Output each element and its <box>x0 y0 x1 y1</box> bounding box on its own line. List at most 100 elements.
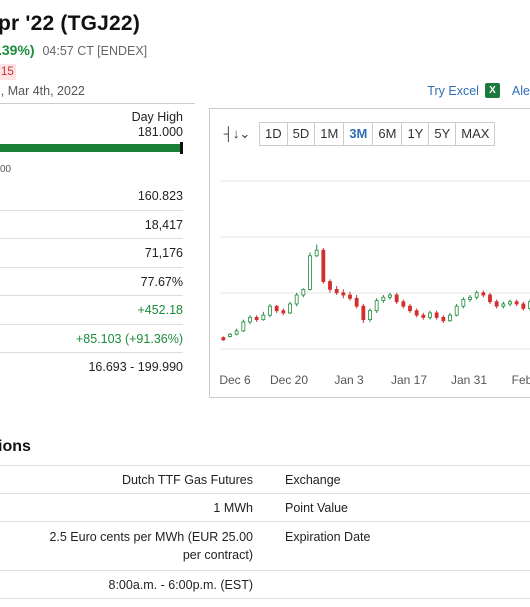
spec-divider <box>0 598 530 599</box>
chart-controls: ┤↓⌄ 1D 5D 1M 3M 6M 1Y 5Y MAX <box>220 122 496 146</box>
stats-list: 160.823 18,417 71,176 77.67% +452.18 +85… <box>0 182 183 382</box>
candle-body <box>388 294 392 298</box>
candle-body <box>288 303 292 314</box>
candle-body <box>321 249 326 282</box>
candle-body <box>274 305 279 312</box>
candle-body <box>234 330 239 335</box>
candle-body <box>408 305 412 312</box>
spec-value-contract: Dutch TTF Gas Futures <box>121 473 253 487</box>
excel-icon[interactable]: X <box>484 83 500 98</box>
candle-body <box>414 310 419 316</box>
alerts-link[interactable]: Ale <box>511 83 530 98</box>
candle-body <box>468 296 472 300</box>
candle-body <box>494 301 499 307</box>
tab-6m[interactable]: 6M <box>372 122 403 146</box>
candle-body <box>341 292 346 296</box>
status-badge: 15 <box>0 64 16 80</box>
candle-body <box>361 305 366 321</box>
candle-body <box>354 297 359 307</box>
divider <box>0 103 195 104</box>
price-change-line: .39%) 04:57 CT [ENDEX] <box>0 42 147 58</box>
candle-body <box>521 303 526 309</box>
x-tick-label: Jan 3 <box>334 373 364 387</box>
x-tick-label: Jan 17 <box>391 373 427 387</box>
candle-body <box>448 314 452 322</box>
spec-key-expiration-date: Expiration Date <box>285 530 371 544</box>
candle-body <box>434 312 439 318</box>
candle-body <box>308 255 312 290</box>
candle-body <box>528 301 530 309</box>
candle-body <box>248 316 252 323</box>
candle-body <box>454 305 459 316</box>
spec-value-size: 1 MWh <box>213 501 253 515</box>
x-tick-label: Dec 20 <box>270 373 308 387</box>
candle-body <box>334 288 339 294</box>
candle-body <box>268 305 272 316</box>
candle-body <box>401 301 406 307</box>
candle-body <box>501 303 506 307</box>
x-tick-label: Jan 31 <box>451 373 487 387</box>
candle-body <box>254 316 259 321</box>
spec-divider <box>0 493 530 494</box>
candle-body <box>294 294 299 305</box>
spec-value-hours: 8:00a.m. - 6:00p.m. (EST) <box>108 578 254 592</box>
tab-1m[interactable]: 1M <box>314 122 345 146</box>
candlestick-chart[interactable]: Dec 6 Dec 20 Jan 3 Jan 17 Jan 31 Feb <box>210 109 530 399</box>
day-range-bar <box>0 142 183 154</box>
candle-body <box>228 333 232 337</box>
candle-body <box>381 296 386 302</box>
stat-previous-close: 160.823 <box>0 182 183 211</box>
change-percent: .39%) <box>0 42 35 58</box>
candle-body <box>461 299 466 307</box>
stat-change: +452.18 <box>0 296 183 325</box>
tab-max[interactable]: MAX <box>455 122 496 146</box>
day-range-marker <box>180 142 183 154</box>
price-chart-panel: ┤↓⌄ 1D 5D 1M 3M 6M 1Y 5Y MAX Dec 6 Dec 20… <box>209 108 530 398</box>
header-links: Try Excel X Ale <box>427 83 530 98</box>
day-high-value: 181.000 <box>137 125 183 139</box>
candle-body <box>348 294 352 299</box>
candle-body <box>394 294 399 303</box>
candle-body <box>488 294 492 303</box>
try-excel-link[interactable]: Try Excel <box>427 83 479 98</box>
stat-volume: 18,417 <box>0 211 183 239</box>
candle-body <box>301 288 306 296</box>
stat-change-percent: +85.103 (+91.36%) <box>0 325 183 353</box>
candle-body <box>328 281 332 290</box>
spec-divider <box>0 465 530 466</box>
candle-body <box>374 300 379 312</box>
quote-time: 04:57 CT [ENDEX] <box>42 44 148 58</box>
candle-body <box>481 292 486 296</box>
day-low-label-fragment: 00 <box>0 164 12 175</box>
stat-range: 16.693 - 199.990 <box>88 360 183 374</box>
candle-body <box>261 314 266 321</box>
tab-1y[interactable]: 1Y <box>401 122 430 146</box>
candle-body <box>281 310 286 314</box>
spec-value-tick-line2: per contract) <box>182 548 253 562</box>
spec-key-point-value: Point Value <box>285 501 349 515</box>
quote-date: i, Mar 4th, 2022 <box>0 84 85 98</box>
spec-value-tick-line1: 2.5 Euro cents per MWh (EUR 25.00 <box>49 530 253 544</box>
candle-body <box>314 249 319 257</box>
spec-value-tick: 2.5 Euro cents per MWh (EUR 25.00 per co… <box>49 528 253 564</box>
contract-title: pr '22 (TGJ22) <box>0 12 141 35</box>
candlestick-type-icon[interactable]: ┤↓⌄ <box>223 126 251 141</box>
specs-section-title: ions <box>0 438 31 455</box>
spec-divider <box>0 570 530 571</box>
candle-body <box>421 314 426 318</box>
candle-body <box>441 316 446 322</box>
candle-body <box>514 301 519 305</box>
x-tick-label: Feb <box>512 373 530 387</box>
stat-percent: 77.67% <box>0 268 183 296</box>
candle-body <box>508 301 512 305</box>
candle-body <box>241 321 246 332</box>
day-high-label: Day High <box>131 110 183 124</box>
candle-body <box>221 337 226 341</box>
candle-body <box>428 312 432 318</box>
candle-body <box>474 292 479 298</box>
candle-body <box>368 310 372 321</box>
spec-key-exchange: Exchange <box>285 473 341 487</box>
stat-open-interest: 71,176 <box>0 239 183 268</box>
x-tick-label: Dec 6 <box>219 373 251 387</box>
spec-divider <box>0 521 530 522</box>
